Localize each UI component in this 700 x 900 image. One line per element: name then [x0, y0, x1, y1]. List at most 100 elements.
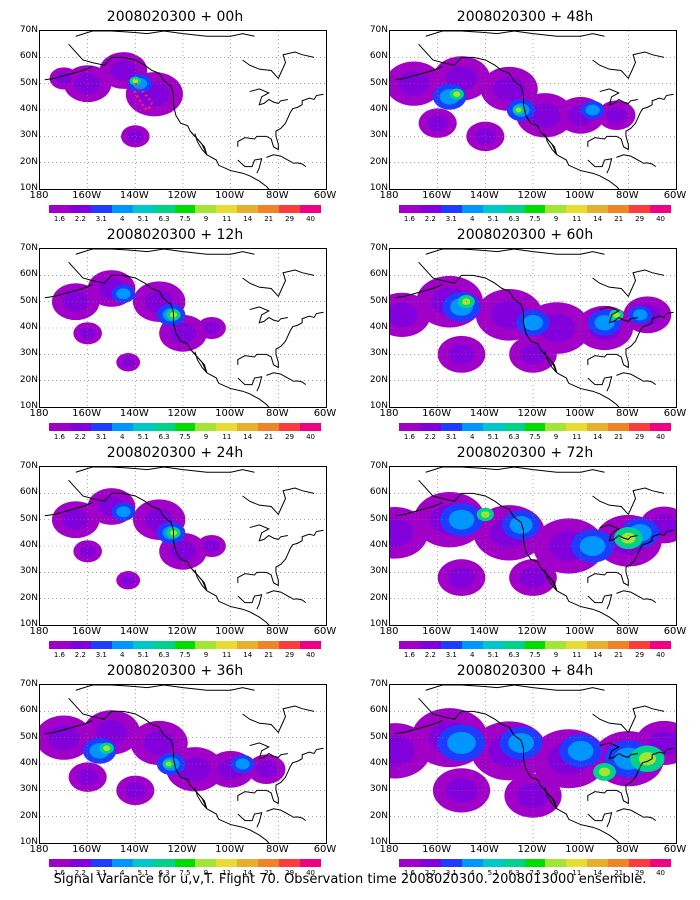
lon-tick-label: 80W	[616, 626, 639, 637]
lon-tick-label: 60W	[313, 626, 337, 637]
colorbar-label: 3.1	[95, 869, 107, 877]
lat-tick-label: 10N	[369, 183, 388, 193]
colorbar-label: 1.6	[403, 433, 416, 441]
colorbar-swatch	[132, 641, 154, 649]
lon-tick-label: 60W	[663, 190, 687, 201]
colorbar-swatch	[258, 641, 280, 649]
coastline	[616, 154, 643, 164]
colorbar-swatch	[195, 423, 217, 431]
colorbar-label: 21	[264, 651, 274, 659]
colorbar-label: 14	[593, 651, 603, 659]
colorbar-swatch	[258, 205, 280, 213]
colorbar-swatch	[545, 641, 567, 649]
lat-tick-label: 70N	[369, 461, 388, 471]
variance-contour	[445, 778, 478, 803]
colorbar-swatch	[279, 205, 301, 213]
lat-tick-label: 30N	[369, 130, 388, 141]
variance-contour	[605, 107, 627, 124]
lat-tick-label: 40N	[19, 104, 38, 114]
lat-tick-label: 40N	[19, 322, 38, 332]
lon-tick-label: 180	[29, 190, 49, 201]
colorbar-swatch	[69, 423, 91, 431]
colorbar-swatch	[258, 423, 280, 431]
colorbar-label: 9	[553, 869, 559, 877]
coastline	[539, 566, 558, 592]
lon-tick-label: 180	[379, 844, 399, 855]
lon-tick-label: 160W	[422, 190, 452, 201]
coastline	[266, 808, 293, 818]
lat-tick-label: 70N	[369, 243, 388, 253]
coastline	[587, 594, 613, 610]
variance-map	[389, 466, 677, 626]
lon-tick-label: 60W	[313, 408, 337, 419]
colorbar-label: 40	[306, 651, 315, 659]
colorbar-swatch	[174, 641, 196, 649]
lat-tick-label: 50N	[369, 77, 388, 88]
coastline	[266, 590, 293, 600]
colorbar-swatch	[49, 423, 70, 431]
colorbar-label: 29	[285, 651, 295, 659]
colorbar-label: 9	[203, 869, 209, 877]
colorbar-label: 11	[572, 433, 582, 441]
lat-tick-label: 30N	[369, 566, 388, 577]
coastline	[242, 51, 315, 80]
colorbar	[399, 423, 671, 431]
colorbar-swatch	[258, 859, 280, 867]
colorbar-label: 14	[243, 869, 253, 877]
colorbar-label: 3.1	[95, 433, 107, 441]
colorbar-swatch	[524, 423, 546, 431]
colorbar-swatch	[629, 205, 651, 213]
colorbar-label: 9	[553, 433, 559, 441]
coastline	[75, 249, 255, 255]
colorbar-swatch	[111, 641, 133, 649]
variance-contour	[529, 103, 561, 128]
colorbar-label: 40	[306, 433, 315, 441]
variance-contour	[116, 288, 131, 300]
colorbar-swatch	[419, 423, 441, 431]
colorbar-swatch	[587, 641, 609, 649]
lon-tick-label: 140W	[469, 190, 499, 201]
coastline	[44, 284, 93, 299]
variance-map	[389, 684, 677, 844]
variance-contour	[585, 104, 600, 116]
colorbar-label: 3.1	[95, 651, 107, 659]
variance-contour	[508, 732, 534, 753]
colorbar-swatch	[608, 423, 630, 431]
variance-contour	[124, 782, 146, 799]
variance-contour	[235, 758, 250, 770]
lon-tick-label: 160W	[72, 844, 102, 855]
lon-tick-label: 180	[379, 190, 399, 201]
colorbar-label: 14	[593, 433, 603, 441]
colorbar-swatch	[279, 859, 301, 867]
coastline	[394, 284, 443, 299]
colorbar-labels: 1.6 2.2 3.1 4 5.1 6.3 7.5 9 11 14 21 29 40	[399, 869, 671, 877]
colorbar-swatch	[419, 859, 441, 867]
variance-contour	[481, 511, 490, 518]
lat-tick-label: 50N	[369, 731, 388, 742]
colorbar-label: 1.6	[53, 869, 66, 877]
colorbar-swatch	[237, 641, 259, 649]
lat-tick-label: 40N	[369, 540, 388, 550]
lon-tick-label: 80W	[266, 408, 289, 419]
colorbar-label: 9	[553, 651, 559, 659]
panel-title: 2008020300 + 36h	[106, 663, 244, 679]
lon-tick-label: 120W	[517, 190, 547, 201]
colorbar-label: 7.5	[179, 651, 191, 659]
lon-tick-label: 80W	[616, 844, 639, 855]
coastline	[189, 566, 208, 592]
coastline	[587, 376, 613, 392]
lat-tick-label: 50N	[19, 77, 38, 88]
colorbar-label: 3.1	[445, 651, 457, 659]
lat-tick-label: 10N	[369, 619, 388, 629]
colorbar-label: 11	[572, 869, 582, 877]
variance-contour	[62, 291, 89, 312]
variance-contour	[519, 344, 547, 365]
coastline	[642, 598, 657, 604]
colorbar-label: 11	[222, 433, 232, 441]
colorbar-label: 6.3	[158, 433, 170, 441]
colorbar-label: 6.3	[158, 651, 170, 659]
colorbar-swatch	[440, 859, 462, 867]
colorbar-swatch	[216, 859, 238, 867]
lat-tick-label: 50N	[19, 295, 38, 306]
lat-tick-label: 30N	[369, 348, 388, 359]
